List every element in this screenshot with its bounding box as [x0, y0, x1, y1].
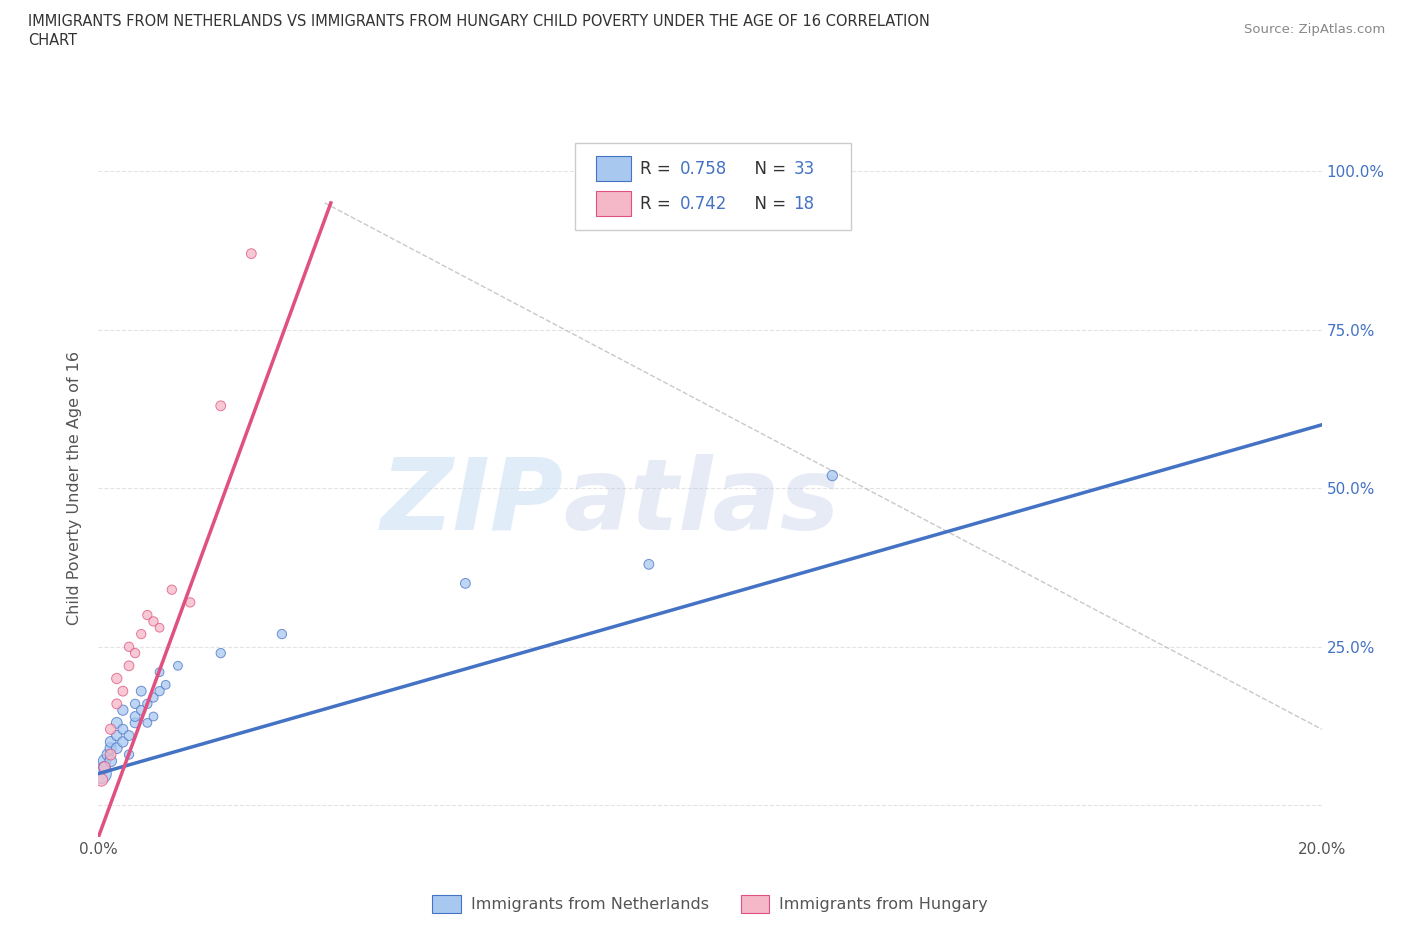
Point: [111, 703, 134, 718]
Point: [93, 753, 115, 768]
Point: [111, 722, 134, 737]
Text: 18: 18: [793, 194, 814, 213]
Point: [155, 677, 177, 692]
Legend: Immigrants from Netherlands, Immigrants from Hungary: Immigrants from Netherlands, Immigrants …: [426, 888, 994, 920]
Point: [105, 671, 128, 686]
Point: [136, 715, 159, 730]
Point: [142, 709, 165, 724]
Text: N =: N =: [744, 160, 792, 178]
Point: [90, 773, 112, 788]
Point: [100, 747, 122, 762]
Point: [124, 697, 146, 711]
Point: [209, 645, 232, 660]
Y-axis label: Child Poverty Under the Age of 16: Child Poverty Under the Age of 16: [67, 352, 83, 625]
Point: [124, 645, 146, 660]
Text: N =: N =: [744, 194, 792, 213]
Text: Source: ZipAtlas.com: Source: ZipAtlas.com: [1244, 23, 1385, 36]
Point: [105, 741, 128, 756]
Point: [100, 753, 122, 768]
FancyBboxPatch shape: [575, 143, 851, 231]
Point: [118, 728, 141, 743]
Text: R =: R =: [640, 194, 676, 213]
Point: [100, 741, 122, 756]
Text: R =: R =: [640, 160, 676, 178]
Point: [118, 747, 141, 762]
Point: [90, 766, 112, 781]
Point: [118, 658, 141, 673]
Point: [124, 715, 146, 730]
Point: [129, 684, 152, 698]
Point: [142, 614, 165, 629]
Point: [136, 607, 159, 622]
Point: [454, 576, 477, 591]
Point: [637, 557, 661, 572]
Point: [105, 715, 128, 730]
Point: [821, 468, 844, 483]
Text: 0.742: 0.742: [679, 194, 727, 213]
Point: [167, 658, 190, 673]
Point: [105, 697, 128, 711]
FancyBboxPatch shape: [596, 156, 630, 181]
Point: [136, 697, 159, 711]
Text: ZIP: ZIP: [380, 454, 564, 551]
Text: 33: 33: [793, 160, 814, 178]
Point: [93, 760, 115, 775]
Text: 0.758: 0.758: [679, 160, 727, 178]
Point: [100, 735, 122, 750]
Point: [149, 620, 172, 635]
Point: [97, 747, 120, 762]
Text: IMMIGRANTS FROM NETHERLANDS VS IMMIGRANTS FROM HUNGARY CHILD POVERTY UNDER THE A: IMMIGRANTS FROM NETHERLANDS VS IMMIGRANT…: [28, 14, 929, 29]
Point: [160, 582, 183, 597]
Point: [111, 735, 134, 750]
Point: [142, 690, 165, 705]
Point: [179, 595, 201, 610]
Point: [111, 684, 134, 698]
Point: [240, 246, 263, 261]
Point: [149, 665, 172, 680]
Point: [100, 722, 122, 737]
Point: [129, 627, 152, 642]
Point: [93, 760, 115, 775]
Text: atlas: atlas: [564, 454, 839, 551]
Point: [209, 398, 232, 413]
FancyBboxPatch shape: [596, 192, 630, 217]
Point: [149, 684, 172, 698]
Point: [270, 627, 292, 642]
Point: [105, 728, 128, 743]
Text: CHART: CHART: [28, 33, 77, 47]
Point: [118, 639, 141, 654]
Point: [129, 703, 152, 718]
Point: [124, 709, 146, 724]
